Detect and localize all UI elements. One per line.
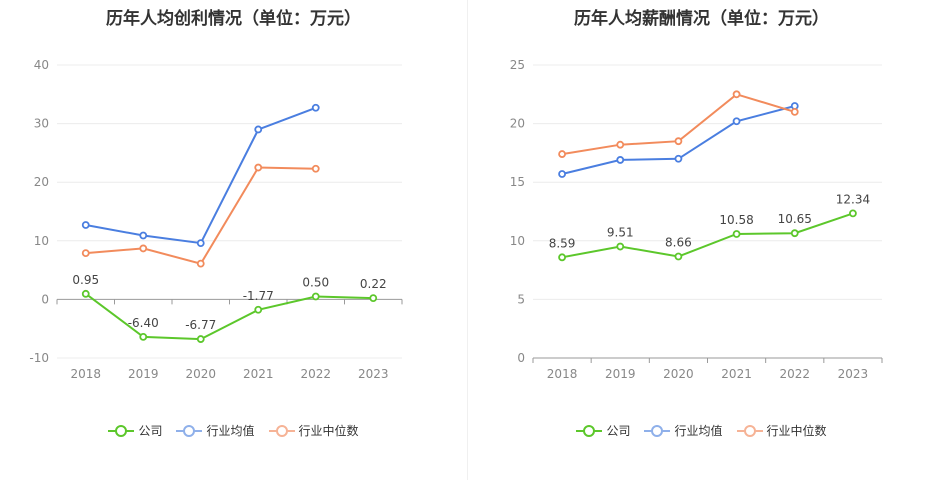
line-circle-icon <box>576 424 603 437</box>
data-point <box>558 253 566 262</box>
x-tick-label: 2020 <box>185 367 216 381</box>
data-point <box>674 252 683 261</box>
y-tick-label: 15 <box>510 175 525 189</box>
series-line <box>561 93 796 156</box>
data-point <box>254 163 263 172</box>
data-point <box>139 231 148 240</box>
x-tick-label: 2022 <box>300 367 331 381</box>
data-point <box>254 125 263 134</box>
data-point <box>790 229 799 238</box>
data-point <box>849 209 857 218</box>
data-point <box>616 156 625 164</box>
legend-item-industry-avg[interactable]: 行业均值 <box>644 422 723 439</box>
panel-divider <box>467 0 468 480</box>
data-point <box>81 249 90 258</box>
data-label: 8.59 <box>549 236 576 250</box>
chart-title: 历年人均薪酬情况（单位：万元） <box>574 9 829 29</box>
data-point <box>616 140 625 149</box>
profit-chart-panel: 历年人均创利情况（单位：万元） 40 30 20 10 0 -10 2018 2019 2020… <box>0 0 467 480</box>
line-circle-icon <box>176 424 203 437</box>
series-line <box>85 106 317 245</box>
legend-item-company[interactable]: 公司 <box>108 422 162 439</box>
chart-legend: 公司 行业均值 行业中位数 <box>468 422 935 439</box>
salary-chart-panel: 历年人均薪酬情况（单位：万元） 25 20 15 10 5 0 2018 2019 2020 20… <box>468 0 935 480</box>
x-tick-label: 2021 <box>243 367 274 381</box>
y-tick-label: 10 <box>510 234 525 248</box>
y-tick-label: 10 <box>34 234 49 248</box>
x-tick-label: 2022 <box>779 367 810 381</box>
x-tick-label: 2019 <box>605 367 636 381</box>
data-label: 8.66 <box>665 236 692 250</box>
x-tick-label: 2023 <box>838 367 869 381</box>
line-circle-icon <box>736 424 763 437</box>
profit-line-chart: 40 30 20 10 0 -10 2018 2019 2020 2021 2022 2023 0.95… <box>29 58 403 381</box>
data-label: 10.58 <box>719 213 753 227</box>
y-tick-label: 20 <box>510 117 525 131</box>
data-point <box>254 305 263 314</box>
data-point <box>139 244 148 253</box>
data-point <box>674 137 683 146</box>
data-point <box>558 150 566 158</box>
data-point <box>558 170 566 178</box>
y-tick-label: 30 <box>34 117 49 131</box>
data-label: 9.51 <box>607 226 634 240</box>
line-circle-icon <box>644 424 671 437</box>
legend-label: 行业中位数 <box>298 424 359 438</box>
data-label: 0.95 <box>72 273 99 287</box>
data-point <box>196 335 205 343</box>
series-line <box>561 212 854 259</box>
data-point <box>616 242 625 251</box>
data-label: -6.40 <box>128 316 159 330</box>
data-label: 10.65 <box>778 212 812 226</box>
data-point <box>311 164 320 173</box>
data-label: -6.77 <box>185 318 216 332</box>
data-label: -1.77 <box>243 289 274 303</box>
y-tick-label: 25 <box>510 58 525 72</box>
legend-item-industry-avg[interactable]: 行业均值 <box>176 422 255 439</box>
data-point <box>311 292 320 301</box>
data-point <box>732 90 741 99</box>
data-point <box>196 239 205 248</box>
line-circle-icon <box>108 424 135 437</box>
data-point <box>311 103 320 112</box>
legend-item-company[interactable]: 公司 <box>576 422 630 439</box>
y-tick-label: 20 <box>34 175 49 189</box>
x-tick-label: 2023 <box>358 367 389 381</box>
data-point <box>81 289 90 298</box>
data-point <box>790 107 799 116</box>
x-tick-label: 2018 <box>70 367 101 381</box>
x-tick-label: 2021 <box>721 367 752 381</box>
y-tick-label: 0 <box>41 292 49 306</box>
data-label: 0.22 <box>360 277 387 291</box>
x-tick-label: 2018 <box>547 367 578 381</box>
legend-label: 行业中位数 <box>766 424 827 438</box>
chart-title: 历年人均创利情况（单位：万元） <box>106 9 361 29</box>
legend-item-industry-median[interactable]: 行业中位数 <box>736 422 827 439</box>
data-point <box>732 117 741 126</box>
x-tick-label: 2019 <box>128 367 159 381</box>
y-tick-label: 40 <box>34 58 49 72</box>
data-point <box>81 221 90 229</box>
legend-item-industry-median[interactable]: 行业中位数 <box>268 422 359 439</box>
data-label: 0.50 <box>302 275 329 289</box>
data-point <box>369 294 378 303</box>
legend-label: 公司 <box>138 424 163 438</box>
legend-label: 行业均值 <box>674 424 723 438</box>
series-line <box>85 292 374 341</box>
legend-label: 公司 <box>606 424 631 438</box>
y-tick-label: -10 <box>29 351 49 365</box>
data-point <box>732 230 741 238</box>
x-tick-label: 2020 <box>663 367 694 381</box>
data-point <box>674 154 683 163</box>
data-label: 12.34 <box>836 192 870 206</box>
data-point <box>196 259 205 268</box>
salary-line-chart: 25 20 15 10 5 0 2018 2019 2020 2021 2022 2023 8.59 9.… <box>510 58 883 381</box>
data-point <box>139 333 148 341</box>
y-tick-label: 0 <box>517 351 525 365</box>
chart-legend: 公司 行业均值 行业中位数 <box>0 422 467 439</box>
line-circle-icon <box>268 424 295 437</box>
legend-label: 行业均值 <box>206 424 255 438</box>
y-tick-label: 5 <box>517 292 525 306</box>
